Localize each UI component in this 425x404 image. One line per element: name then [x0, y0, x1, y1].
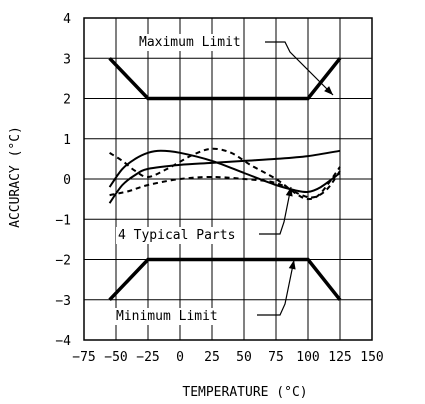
x-tick-label: −50: [104, 350, 127, 365]
arrowhead: [285, 187, 293, 197]
x-axis-title: TEMPERATURE (°C): [182, 385, 307, 400]
typical-parts-label: 4 Typical Parts: [118, 228, 235, 243]
tick-labels: −75 −50 −25 0 25 50 75 100 125 150 −4 −3 −2 −1 0 1 2 3 4: [55, 12, 383, 365]
y-axis-title: ACCURACY (°C): [8, 126, 23, 228]
x-tick-label: 0: [176, 350, 184, 365]
plot-frame: [83, 17, 373, 341]
maximum-limit-label-bg: [137, 34, 243, 51]
x-tick-label: 25: [204, 350, 220, 365]
arrowhead: [324, 86, 333, 95]
grid: [84, 18, 372, 340]
x-tick-label: 125: [328, 350, 351, 365]
y-tick-label: 2: [63, 93, 71, 108]
y-tick-label: −4: [55, 334, 71, 349]
annotations: Maximum Limit 4 Typical Parts Minimum Limi…: [114, 34, 334, 325]
maximum-limit-label: Maximum Limit: [139, 35, 241, 50]
x-tick-label: −25: [136, 350, 159, 365]
maximum-limit-line: [108, 57, 342, 101]
typical-part-curve: [109, 170, 341, 199]
typical-parts-label-bg: [116, 227, 238, 244]
typical-part-curve: [108, 149, 341, 204]
series-layer: [108, 57, 342, 302]
x-tick-label: −75: [72, 350, 95, 365]
arrowhead: [288, 260, 296, 270]
y-tick-label: 3: [63, 52, 71, 67]
x-tick-label: 50: [236, 350, 252, 365]
leader-line: [257, 259, 295, 316]
y-tick-label: 4: [63, 12, 71, 27]
x-tick-label: 100: [296, 350, 319, 365]
y-tick-label: −1: [55, 213, 71, 228]
y-tick-label: 1: [63, 133, 71, 148]
typical-part-curve: [109, 147, 341, 201]
leader-line: [259, 186, 292, 235]
x-tick-label: 150: [360, 350, 383, 365]
x-tick-label: 75: [268, 350, 284, 365]
y-tick-label: 0: [63, 173, 71, 188]
leader-line: [265, 41, 334, 96]
minimum-limit-label: Minimum Limit: [116, 309, 218, 324]
y-tick-label: −2: [55, 254, 71, 269]
minimum-limit-label-bg: [114, 308, 220, 325]
typical-part-curve: [108, 149, 341, 194]
y-tick-label: −3: [55, 294, 71, 309]
minimum-limit-line: [108, 257, 342, 302]
